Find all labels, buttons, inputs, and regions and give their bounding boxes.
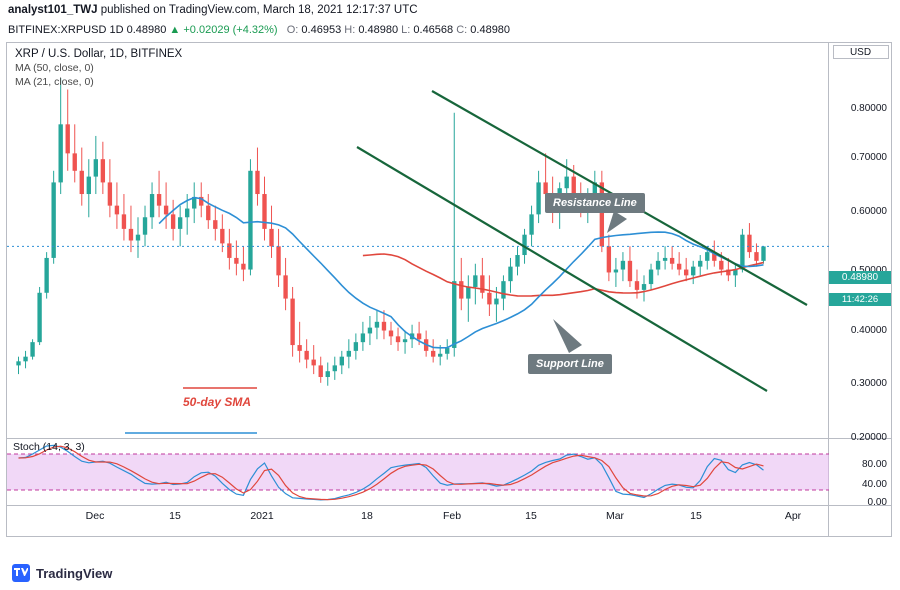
- stochastic-axis: 80.00 40.00 0.00: [829, 439, 891, 508]
- descending-channel-label: DESCENDING CHANNEL: [483, 435, 684, 438]
- open-value: 0.46953: [301, 24, 342, 36]
- countdown-tag: 11:42:26: [829, 293, 891, 306]
- pane-divider: [7, 438, 891, 439]
- price-tick-3: 0.50000: [851, 265, 887, 276]
- stochastic-legend: Stoch (14, 3, 3): [13, 441, 85, 453]
- close-label: C:: [456, 24, 468, 36]
- time-tick-1: 15: [169, 510, 181, 522]
- author-name: analyst101_TWJ: [8, 4, 98, 16]
- price-tick-5: 0.30000: [850, 378, 887, 389]
- last-price-tag: 0.48980: [829, 271, 891, 284]
- time-tick-7: 15: [690, 510, 702, 522]
- high-label: H:: [344, 24, 356, 36]
- time-tick-6: Mar: [605, 510, 625, 522]
- stochastic-pane[interactable]: Stoch (14, 3, 3): [7, 439, 829, 505]
- publication-info: published on TradingView.com, March 18, …: [100, 4, 418, 16]
- stoch-tick-0: 80.00: [861, 459, 887, 470]
- support-line-callout: Support Line: [528, 354, 612, 374]
- time-tick-2: 2021: [250, 510, 274, 522]
- symbol-label: BITFINEX:XRPUSD: [8, 24, 107, 36]
- price-tick-4: 0.40000: [850, 325, 887, 336]
- price-tick-1: 0.70000: [850, 152, 887, 163]
- tradingview-brand-label: TradingView: [36, 566, 113, 581]
- time-tick-5: 15: [525, 510, 537, 522]
- interval-label: 1D: [109, 24, 124, 36]
- last-price: 0.48980: [126, 24, 167, 36]
- tradingview-logo-icon: [12, 564, 30, 582]
- time-tick-4: Feb: [442, 510, 462, 522]
- chart-title: XRP / U.S. Dollar, 1D, BITFINEX: [15, 48, 183, 60]
- chart-legend: XRP / U.S. Dollar, 1D, BITFINEX MA (50, …: [15, 47, 182, 89]
- change-arrow-icon: ▲: [169, 24, 181, 36]
- currency-label: USD: [849, 47, 872, 58]
- stochastic-chart-svg: [7, 444, 829, 501]
- price-change: +0.02029 (+4.32%): [183, 24, 278, 36]
- price-axis[interactable]: USD 0.80000 0.70000 0.60000 0.50000 0.40…: [829, 43, 891, 505]
- high-value: 0.48980: [358, 24, 399, 36]
- price-tick-0: 0.80000: [850, 103, 887, 114]
- currency-box: [833, 45, 889, 59]
- resistance-line-callout: Resistance Line: [545, 193, 645, 213]
- low-value: 0.46568: [413, 24, 454, 36]
- time-tick-0: Dec: [85, 510, 105, 522]
- price-pane[interactable]: XRP / U.S. Dollar, 1D, BITFINEX MA (50, …: [7, 43, 829, 438]
- ma50-annotation: 50-day SMA: [183, 395, 252, 409]
- chart-container[interactable]: XRP / U.S. Dollar, 1D, BITFINEX MA (50, …: [6, 42, 892, 537]
- ma21-annotation: 21-day SMA: [165, 437, 233, 438]
- open-label: O:: [286, 24, 299, 36]
- quote-bar: BITFINEX:XRPUSD 1D 0.48980 ▲ +0.02029 (+…: [8, 24, 510, 36]
- time-axis[interactable]: Dec 15 2021 18 Feb 15 Mar 15 Apr: [7, 506, 829, 536]
- close-value: 0.48980: [470, 24, 511, 36]
- stoch-tick-1: 40.00: [861, 479, 887, 490]
- low-label: L:: [401, 24, 411, 36]
- time-tick-3: 18: [361, 510, 373, 522]
- stoch-tick-2: 0.00: [867, 497, 887, 508]
- price-tick-2: 0.60000: [850, 206, 887, 217]
- time-tick-8: Apr: [784, 510, 802, 522]
- ma50-legend: MA (50, close, 0): [15, 62, 94, 74]
- publication-header: analyst101_TWJ published on TradingView.…: [8, 4, 418, 16]
- ma21-legend: MA (21, close, 0): [15, 76, 94, 88]
- time-axis-divider: [7, 505, 891, 506]
- price-tick-6: 0.20000: [850, 432, 887, 443]
- axis-divider: [828, 43, 829, 536]
- price-chart-svg: [7, 77, 829, 434]
